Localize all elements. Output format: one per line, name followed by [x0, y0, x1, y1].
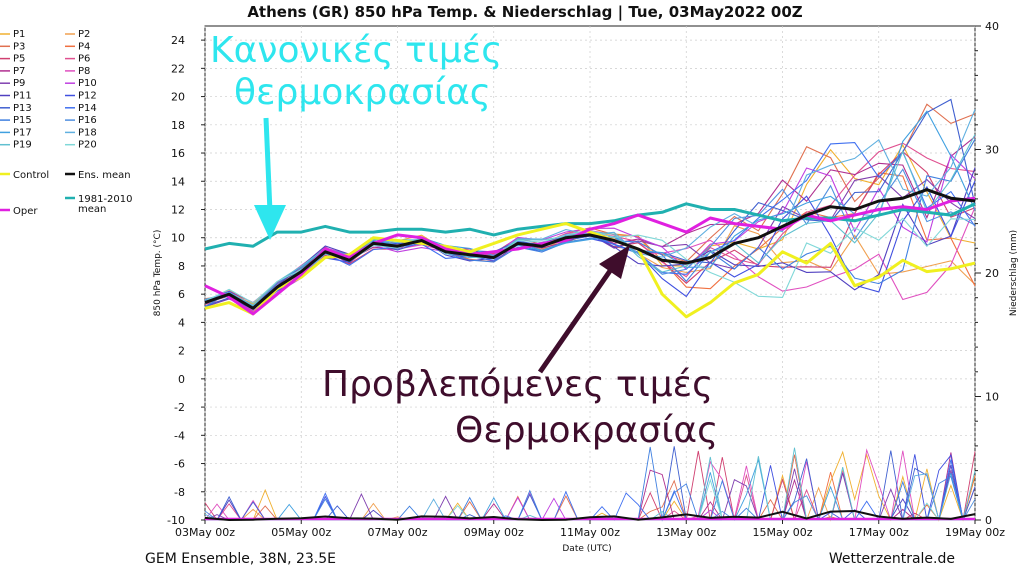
legend-label: P18 [78, 127, 97, 138]
legend-label: P16 [78, 115, 97, 126]
annotation-normal-line2: θερμοκρασίας [234, 72, 491, 113]
x-tick-label: 13May 00z [656, 526, 716, 539]
legend-label: P4 [78, 41, 90, 52]
precip-mean-line [204, 509, 976, 522]
annotation-arrow-cyan [254, 117, 286, 240]
y-tick-label: 22 [171, 62, 185, 75]
y-tick-label: 12 [171, 203, 185, 216]
legend-label: P19 [13, 140, 32, 151]
legend-label: 1981-2010 [78, 194, 133, 205]
y2-tick-label: 10 [985, 391, 999, 404]
legend-label: Oper [13, 206, 38, 217]
x-tick-label: 17May 00z [849, 526, 909, 539]
legend-label: P9 [13, 78, 25, 89]
y-tick-label: -10 [167, 514, 185, 527]
y-tick-label: -8 [174, 486, 185, 499]
annotation-forecast-line2: Θερμοκρασίας [455, 410, 718, 451]
y-axis-label: 850 hPa Temp. (°C) [153, 230, 163, 317]
series-line-ens-mean [204, 188, 976, 310]
x-tick-label: 11May 00z [560, 526, 620, 539]
y-tick-label: 8 [178, 260, 185, 273]
x-axis-label: Date (UTC) [562, 544, 611, 554]
legend-label: P2 [78, 29, 90, 40]
series-line-1981-2010-mean [204, 202, 976, 251]
y2-tick-label: 20 [985, 267, 999, 280]
y-tick-label: 20 [171, 91, 185, 104]
footer-site: Wetterzentrale.de [829, 551, 955, 567]
y-tick-label: 14 [171, 175, 185, 188]
y-tick-label: 10 [171, 232, 185, 245]
legend-label: P10 [78, 78, 97, 89]
legend-label: P15 [13, 115, 32, 126]
legend-label: Ens. mean [78, 170, 131, 181]
legend-label: Control [13, 170, 49, 181]
y2-axis-ticks: 0 10 20 30 40 [975, 20, 999, 527]
y-tick-label: 4 [178, 316, 185, 329]
x-tick-label: 03May 00z [175, 526, 235, 539]
legend-label: P6 [78, 54, 90, 65]
annotation-forecast-line1: Προβλεπόμενες τιμές [322, 364, 713, 405]
series-line-oper [204, 196, 976, 316]
series-line-control [204, 222, 976, 319]
legend-label: P8 [78, 66, 90, 77]
y2-tick-label: 0 [985, 514, 992, 527]
legend-label: P12 [78, 91, 97, 102]
legend-label: P1 [13, 29, 25, 40]
y2-tick-label: 30 [985, 144, 999, 157]
x-tick-label: 05May 00z [271, 526, 331, 539]
legend-label: P13 [13, 103, 32, 114]
legend-label: P5 [13, 54, 25, 65]
y2-axis-label: Niederschlag (mm) [1009, 230, 1019, 316]
legend-label: P11 [13, 91, 32, 102]
annotation-normal-line1: Κανονικές τιμές [210, 30, 502, 71]
annotation-arrow-dark [537, 245, 630, 374]
chart-title: Athens (GR) 850 hPa Temp. & Niederschlag… [247, 3, 802, 22]
main-series [204, 188, 976, 319]
y-tick-label: 16 [171, 147, 185, 160]
y2-tick-label: 40 [985, 20, 999, 33]
x-tick-label: 09May 00z [464, 526, 524, 539]
legend-label: mean [78, 204, 106, 215]
legend-label: P14 [78, 103, 97, 114]
footer-source: GEM Ensemble, 38N, 23.5E [145, 551, 336, 567]
y-tick-label: -6 [174, 458, 185, 471]
x-axis-ticks: 03May 00z 05May 00z 07May 00z 09May 00z 11Ma… [175, 520, 1005, 539]
legend-label: P3 [13, 41, 25, 52]
legend-label: P7 [13, 66, 25, 77]
legend-label: P20 [78, 140, 97, 151]
y-tick-label: 24 [171, 34, 185, 47]
x-tick-label: 07May 00z [367, 526, 427, 539]
y-tick-label: -2 [174, 401, 185, 414]
x-tick-label: 19May 00z [945, 526, 1005, 539]
x-tick-label: 15May 00z [752, 526, 812, 539]
legend-label: P17 [13, 127, 32, 138]
y-tick-label: 6 [178, 288, 185, 301]
y-tick-label: -4 [174, 429, 185, 442]
y-tick-label: 18 [171, 119, 185, 132]
y-tick-label: 2 [178, 345, 185, 358]
y-tick-label: 0 [178, 373, 185, 386]
